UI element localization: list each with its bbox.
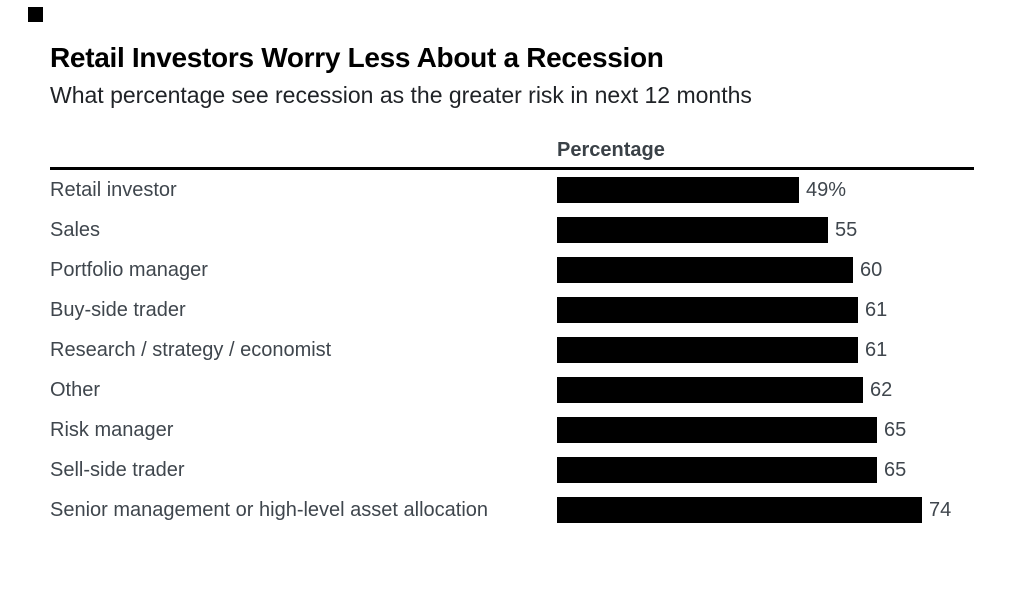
bar <box>557 297 858 323</box>
category-label: Sell-side trader <box>50 458 185 481</box>
bar-chart-rows: Retail investor 49% Sales 55 Portfolio m… <box>50 170 974 530</box>
category-label: Research / strategy / economist <box>50 338 332 361</box>
category-label: Other <box>50 378 101 401</box>
bar <box>557 417 877 443</box>
header-rule-divider <box>50 167 974 170</box>
bar-value-label: 55 <box>835 218 858 241</box>
column-header-percentage: Percentage <box>557 139 665 161</box>
category-label: Portfolio manager <box>50 258 208 281</box>
bar <box>557 337 858 363</box>
category-label: Senior management or high-level asset al… <box>50 498 489 521</box>
bar <box>557 217 828 243</box>
bar <box>557 457 877 483</box>
bar-row: Research / strategy / economist 61 <box>50 330 974 370</box>
chart-subtitle: What percentage see recession as the gre… <box>50 82 752 108</box>
bar-row: Other 62 <box>50 370 974 410</box>
bar-value-label: 62 <box>870 378 893 401</box>
bar <box>557 497 922 523</box>
category-label: Sales <box>50 218 101 241</box>
bar-value-label: 65 <box>884 458 907 481</box>
bar-value-label: 74 <box>929 498 952 521</box>
brand-square-mark <box>28 7 43 22</box>
bar-row: Sell-side trader 65 <box>50 450 974 490</box>
bar-row: Buy-side trader 61 <box>50 290 974 330</box>
bar-value-label: 61 <box>865 338 888 361</box>
bar-value-label: 49% <box>806 178 847 201</box>
bar-row: Sales 55 <box>50 210 974 250</box>
bar-value-label: 60 <box>860 258 883 281</box>
bar-row: Risk manager 65 <box>50 410 974 450</box>
bar-row: Portfolio manager 60 <box>50 250 974 290</box>
bar-row: Retail investor 49% <box>50 170 974 210</box>
bar <box>557 257 853 283</box>
bar <box>557 377 863 403</box>
category-label: Buy-side trader <box>50 298 186 321</box>
chart-title: Retail Investors Worry Less About a Rece… <box>50 42 664 73</box>
category-label: Retail investor <box>50 178 177 201</box>
bar <box>557 177 799 203</box>
bar-value-label: 65 <box>884 418 907 441</box>
bar-value-label: 61 <box>865 298 888 321</box>
bar-row: Senior management or high-level asset al… <box>50 490 974 530</box>
category-label: Risk manager <box>50 418 174 441</box>
